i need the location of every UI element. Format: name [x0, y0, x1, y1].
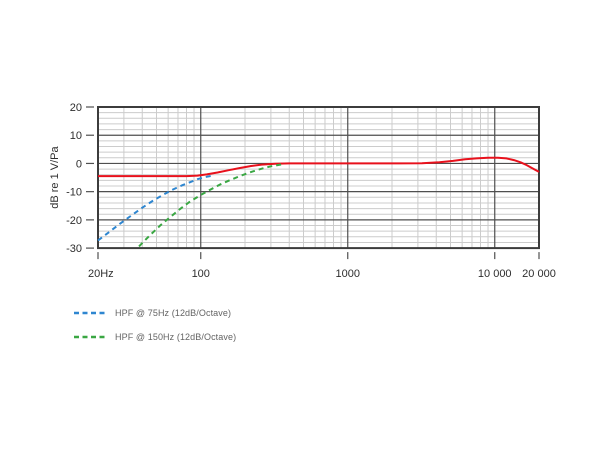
svg-text:-20: -20	[66, 215, 82, 227]
legend-item-hpf-150: HPF @ 150Hz (12dB/Octave)	[74, 331, 236, 343]
legend-label-hpf-75: HPF @ 75Hz (12dB/Octave)	[115, 308, 232, 318]
svg-text:20Hz: 20Hz	[88, 268, 114, 280]
svg-text:10: 10	[70, 130, 82, 142]
legend-item-hpf-75: HPF @ 75Hz (12dB/Octave)	[74, 307, 236, 319]
svg-text:20: 20	[70, 102, 82, 114]
svg-text:-30: -30	[66, 243, 82, 255]
curve-hpf-75	[97, 174, 212, 242]
curve-main-response	[98, 156, 540, 178]
axis-ticks	[86, 106, 540, 260]
green-dashed-line-icon	[74, 335, 106, 339]
curve-hpf-150	[138, 163, 283, 248]
svg-text:10 000: 10 000	[478, 268, 512, 280]
blue-dashed-line-icon	[74, 311, 106, 315]
svg-text:20 000: 20 000	[522, 268, 556, 280]
plot-border	[97, 106, 540, 250]
y-tick-labels: 20 10 0 -10 -20 -30	[66, 102, 82, 255]
svg-text:-10: -10	[66, 187, 82, 199]
svg-text:1000: 1000	[336, 268, 360, 280]
svg-text:0: 0	[76, 158, 82, 170]
x-tick-labels: 20Hz 100 1000 10 000 20 000	[88, 268, 556, 280]
svg-text:100: 100	[192, 268, 210, 280]
grid-major	[98, 107, 539, 249]
chart-legend: HPF @ 75Hz (12dB/Octave) HPF @ 150Hz (12…	[74, 307, 236, 355]
legend-label-hpf-150: HPF @ 150Hz (12dB/Octave)	[115, 332, 237, 342]
curves	[97, 156, 540, 248]
grid-minor	[98, 107, 539, 249]
y-axis-title: dB re 1 V/Pa	[49, 145, 61, 208]
